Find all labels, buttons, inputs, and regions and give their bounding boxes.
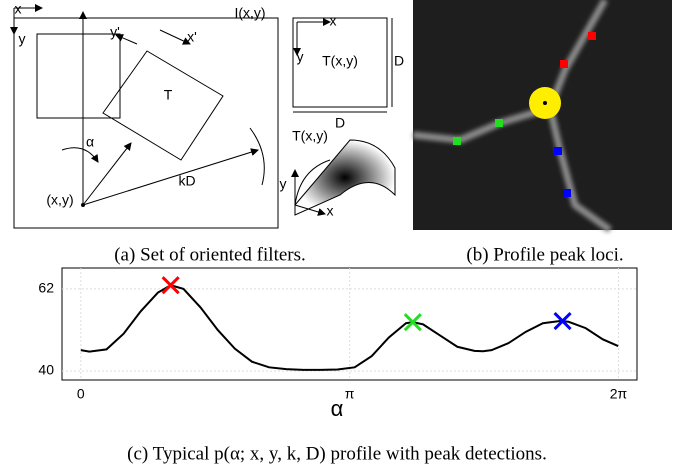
diagram-label: x	[327, 203, 334, 219]
diagram-label: D	[335, 115, 345, 131]
diagram-label: T	[164, 87, 173, 103]
diagram-label: y'	[110, 24, 120, 40]
y-tick-label: 62	[38, 280, 54, 296]
x-tick-label: π	[345, 386, 355, 402]
y-tick-label: 40	[38, 362, 54, 378]
diagram-label: T(x,y)	[322, 53, 358, 69]
x-axis-label: α	[331, 396, 344, 421]
x-tick-label: 0	[77, 386, 85, 402]
panel-b	[413, 0, 672, 230]
diagram-label: y	[19, 31, 26, 47]
diagram-label: y	[297, 49, 304, 65]
diagram-label: I(x,y)	[234, 5, 265, 21]
diagram-label: x	[15, 1, 22, 17]
diagram-label: y	[280, 176, 287, 192]
diagram-label: x'	[187, 29, 197, 45]
caption: (a) Set of oriented filters.	[114, 244, 306, 265]
x-tick-label: 2π	[610, 386, 628, 402]
caption: (b) Profile peak loci.	[466, 244, 623, 265]
figure: (a) Set of oriented filters. (b) Profile…	[0, 0, 675, 471]
diagram-label: α	[86, 134, 94, 150]
diagram-label: x	[330, 13, 337, 29]
diagram-label: T(x,y)	[292, 128, 328, 144]
diagram-label: D	[394, 53, 404, 69]
diagram-label: kD	[178, 173, 195, 189]
diagram-label: (x,y)	[46, 192, 73, 208]
caption: (c) Typical p(α; x, y, k, D) profile wit…	[127, 443, 547, 464]
